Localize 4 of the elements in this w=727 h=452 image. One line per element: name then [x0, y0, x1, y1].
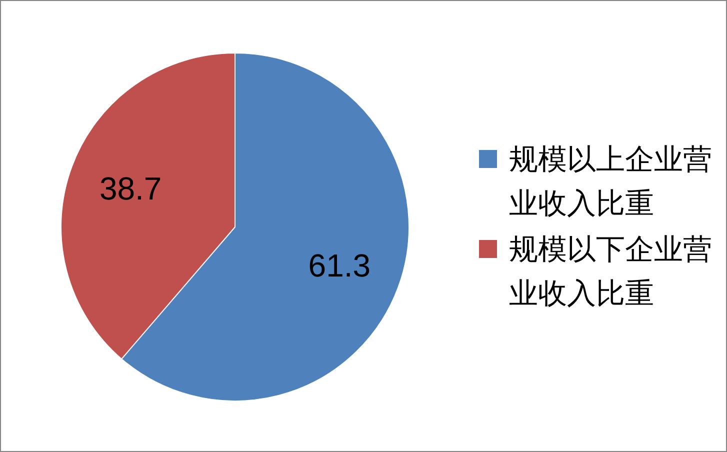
- data-label: 38.7: [99, 170, 162, 206]
- legend-label: 规模以下企业营业收入比重: [509, 232, 712, 310]
- legend-label: 规模以上企业营业收入比重: [509, 142, 712, 220]
- data-label: 61.3: [308, 248, 371, 284]
